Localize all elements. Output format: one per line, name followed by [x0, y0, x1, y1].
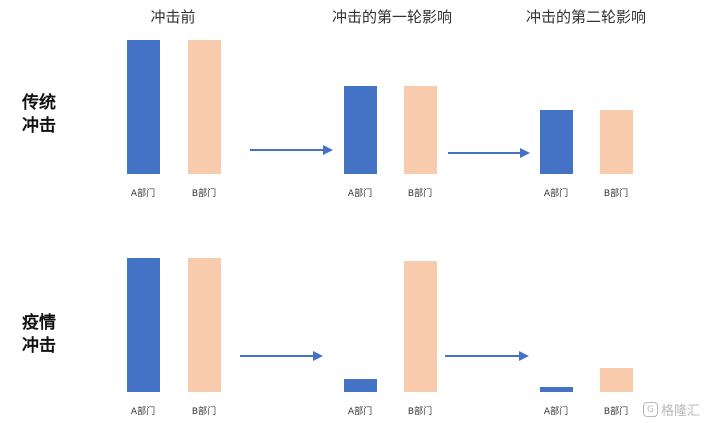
bar-pandemic-first-b: [404, 261, 437, 392]
bar-label-b: B部门: [407, 189, 433, 199]
bar-pandemic-before-a: [127, 258, 160, 392]
bar-traditional-before-b: [188, 40, 221, 174]
bar-pandemic-first-a: [344, 379, 377, 392]
watermark: G 格隆汇: [642, 400, 700, 419]
bar-traditional-second-a: [540, 110, 573, 174]
watermark-text: 格隆汇: [660, 404, 700, 419]
bar-pandemic-before-b: [188, 258, 221, 392]
bar-label-a: A部门: [347, 189, 373, 199]
bar-label-a: A部门: [347, 407, 373, 417]
column-title-first-round: 冲击的第一轮影响: [331, 8, 453, 26]
bar-pandemic-second-b: [600, 368, 633, 392]
bar-label-b: B部门: [191, 407, 217, 417]
watermark-logo-icon: G: [642, 402, 658, 417]
bar-label-a: A部门: [130, 189, 156, 199]
bar-label-b: B部门: [407, 407, 433, 417]
row-title-pandemic-shock: 疫情 冲击: [22, 313, 56, 356]
bar-traditional-first-a: [344, 86, 377, 174]
bar-traditional-first-b: [404, 86, 437, 174]
bar-pandemic-second-a: [540, 387, 573, 392]
column-title-second-round: 冲击的第二轮影响: [525, 8, 647, 26]
bar-label-a: A部门: [543, 407, 569, 417]
column-title-before: 冲击前: [150, 8, 196, 26]
bar-traditional-before-a: [127, 40, 160, 174]
bar-label-a: A部门: [130, 407, 156, 417]
bar-label-a: A部门: [543, 189, 569, 199]
bar-label-b: B部门: [603, 407, 629, 417]
bar-label-b: B部门: [603, 189, 629, 199]
bar-label-b: B部门: [191, 189, 217, 199]
row-title-traditional-shock: 传统 冲击: [22, 93, 56, 136]
bar-traditional-second-b: [600, 110, 633, 174]
